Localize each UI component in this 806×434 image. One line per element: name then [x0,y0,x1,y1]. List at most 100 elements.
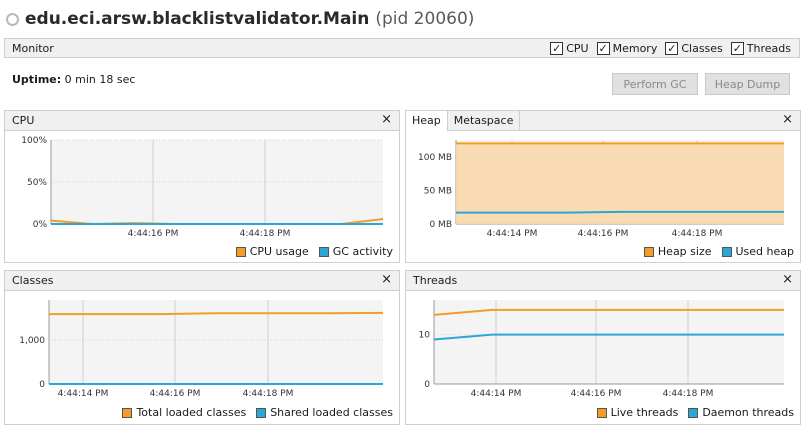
series-area [456,143,784,224]
close-icon[interactable]: × [381,272,392,287]
legend-heap-size: Heap size [643,245,712,258]
heap-chart: 100 MB 50 MB 0 MB 4:44:14 PM 4:44:16 PM 4:44:… [418,140,784,239]
x-tick-label: 4:44:18 PM [243,389,294,399]
y-tick-label: 0 MB [429,220,452,230]
classes-panel-header: Classes × [5,271,399,291]
legend-label: GC activity [332,245,393,258]
legend-label: CPU usage [249,245,309,258]
heap-panel-header: Heap Metaspace × [406,110,800,131]
heap-legend: Heap size Used heap [634,245,794,258]
threads-panel: Threads × 10 0 4:44:14 PM 4:44:16 PM 4:44:18… [405,270,801,425]
y-tick-label: 0 [424,380,430,390]
cpu-checkbox-label: CPU [566,41,589,55]
legend-label: Daemon threads [702,406,794,419]
checkmark-icon: ✓ [730,41,744,55]
monitor-checkboxes: ✓ CPU ✓ Memory ✓ Classes ✓ Threads [542,39,791,57]
legend-gc-activity: GC activity [318,245,393,258]
orange-swatch [643,246,654,257]
tab-heap[interactable]: Heap [406,110,448,131]
blue-swatch [318,246,329,257]
close-icon[interactable]: × [782,112,793,127]
classes-panel-title: Classes [12,274,54,287]
heap-panel: Heap Metaspace × 100 MB 50 MB 0 MB 4:44:14 … [405,110,801,263]
cpu-chart: 100% 50% 0% 4:44:16 PM 4:44:18 PM [21,136,384,239]
threads-chart: 10 0 4:44:14 PM 4:44:16 PM 4:44:18 PM [419,300,784,399]
close-icon[interactable]: × [381,112,392,127]
app-name: edu.eci.arsw.blacklistvalidator.Main [25,9,370,29]
x-tick-label: 4:44:14 PM [58,389,109,399]
threads-legend: Live threads Daemon threads [587,406,794,419]
close-icon[interactable]: × [782,272,793,287]
legend-shared-classes: Shared loaded classes [256,406,393,419]
threads-panel-title: Threads [413,274,458,287]
blue-swatch [721,246,732,257]
series-line [433,333,784,341]
x-tick-label: 4:44:14 PM [487,229,538,239]
x-tick-label: 4:44:16 PM [150,389,201,399]
y-tick-label: 50 MB [424,186,452,196]
classes-legend: Total loaded classes Shared loaded class… [112,406,393,419]
legend-daemon-threads: Daemon threads [688,406,794,419]
cpu-legend: CPU usage GC activity [226,245,393,258]
uptime-label: Uptime: [12,73,62,86]
y-tick-label: 100 MB [418,153,452,163]
y-tick-label: 0 [39,380,45,390]
x-tick-label: 4:44:16 PM [578,229,629,239]
cpu-panel-title: CPU [12,114,35,127]
monitor-label: Monitor [12,41,54,55]
status-circle-icon [6,12,19,26]
perform-gc-button[interactable]: Perform GC [612,73,698,95]
memory-checkbox[interactable]: ✓ Memory [596,41,658,55]
orange-swatch [596,407,607,418]
legend-cpu-usage: CPU usage [235,245,309,258]
x-tick-label: 4:44:18 PM [663,389,714,399]
x-tick-label: 4:44:16 PM [128,229,179,239]
process-id: (pid 20060) [375,9,475,29]
cpu-panel: CPU × 100% 50% 0% 4:44:16 PM 4:44:18 PM CPU … [4,110,400,263]
legend-label: Total loaded classes [136,406,247,419]
window-title: edu.eci.arsw.blacklistvalidator.Main (pi… [0,0,806,38]
legend-used-heap: Used heap [721,245,795,258]
classes-chart: 1,000 0 4:44:14 PM 4:44:16 PM 4:44:18 PM [19,300,384,399]
series-line [433,308,784,316]
series-line [456,210,784,214]
legend-total-classes: Total loaded classes [122,406,246,419]
legend-label: Live threads [610,406,679,419]
monitor-bar: Monitor ✓ CPU ✓ Memory ✓ Classes ✓ Threa… [4,38,800,58]
cpu-checkbox[interactable]: ✓ CPU [550,41,589,55]
y-tick-label: 10 [419,331,431,341]
checkmark-icon: ✓ [550,41,564,55]
classes-checkbox[interactable]: ✓ Classes [665,41,723,55]
classes-panel: Classes × 1,000 0 4:44:14 PM 4:44:16 PM 4:44… [4,270,400,425]
x-tick-label: 4:44:18 PM [240,229,291,239]
legend-label: Used heap [735,245,795,258]
threads-checkbox[interactable]: ✓ Threads [730,41,791,55]
blue-swatch [688,407,699,418]
x-tick-label: 4:44:16 PM [571,389,622,399]
classes-checkbox-label: Classes [681,41,723,55]
blue-swatch [256,407,267,418]
x-tick-label: 4:44:14 PM [471,389,522,399]
orange-swatch [122,407,133,418]
uptime: Uptime: 0 min 18 sec [12,73,135,86]
checkmark-icon: ✓ [665,41,679,55]
y-tick-label: 0% [33,220,48,230]
uptime-value: 0 min 18 sec [64,73,136,86]
x-tick-label: 4:44:18 PM [672,229,723,239]
heap-dump-button[interactable]: Heap Dump [705,73,790,95]
tab-metaspace[interactable]: Metaspace [448,110,521,131]
series-line [49,311,384,316]
y-tick-label: 50% [27,178,47,188]
checkmark-icon: ✓ [596,41,610,55]
y-tick-label: 1,000 [19,336,45,346]
legend-label: Heap size [657,245,712,258]
legend-label: Shared loaded classes [270,406,393,419]
orange-swatch [235,246,246,257]
threads-checkbox-label: Threads [746,41,791,55]
plot-area [434,300,784,384]
legend-live-threads: Live threads [596,406,679,419]
memory-checkbox-label: Memory [612,41,658,55]
threads-panel-header: Threads × [406,271,800,291]
cpu-panel-header: CPU × [5,111,399,131]
y-tick-label: 100% [21,136,47,146]
